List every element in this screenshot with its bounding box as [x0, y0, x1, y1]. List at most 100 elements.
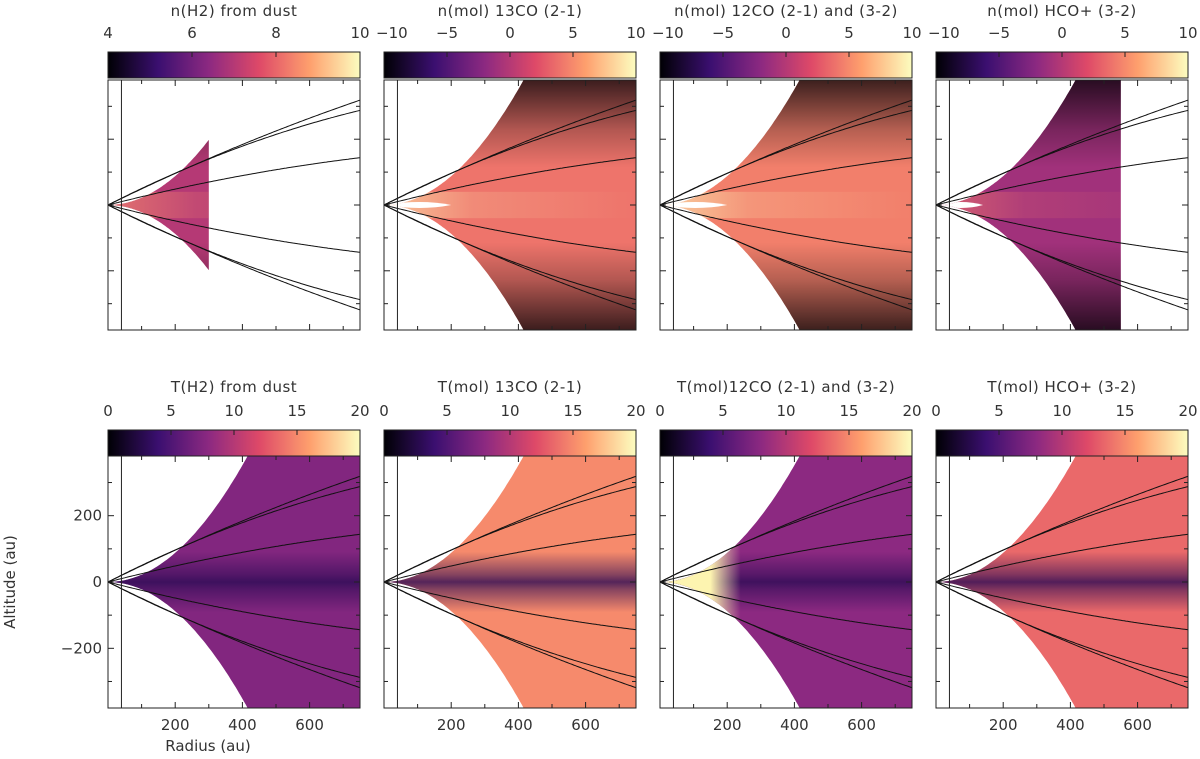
streamline — [107, 109, 361, 206]
panel: n(mol) HCO+ (3-2) −10 −5 0 5 10 — [928, 2, 1198, 331]
y-tick-label: 0 — [92, 573, 102, 591]
streamline — [383, 581, 637, 631]
panel-title: n(mol) HCO+ (3-2) — [987, 2, 1137, 20]
panel-title: n(mol) 12CO (2-1) and (3-2) — [674, 2, 898, 20]
vertical-structure — [108, 456, 360, 708]
streamline — [659, 581, 913, 631]
colorbar-tick-label: 6 — [187, 24, 197, 42]
streamline — [659, 99, 913, 206]
x-tick-label: 600 — [295, 716, 324, 734]
streamline — [659, 204, 913, 311]
x-tick-label: 600 — [847, 716, 876, 734]
depleted-hole — [660, 202, 728, 208]
streamline — [107, 204, 361, 311]
colorbar-tick-label: 0 — [655, 402, 665, 420]
streamline — [659, 533, 913, 583]
colorbar-tick-label: 5 — [718, 402, 728, 420]
streamline — [107, 581, 361, 631]
x-tick-label: 400 — [1056, 716, 1085, 734]
x-tick-label: 600 — [1123, 716, 1152, 734]
colorbar-tick-label: 15 — [839, 402, 858, 420]
panel-title: n(mol) 13CO (2-1) — [438, 2, 583, 20]
colorbar-tick-label: 0 — [781, 24, 791, 42]
colorbar-tick-label: 10 — [626, 24, 645, 42]
x-tick-label: 200 — [989, 716, 1018, 734]
disk-map — [936, 80, 1121, 330]
streamline — [107, 475, 361, 583]
colorbar-tick-label: 5 — [166, 402, 176, 420]
panel: n(H2) from dust 4 6 8 10 — [103, 2, 370, 331]
streamline — [659, 204, 913, 253]
colorbar-tick-label: 0 — [505, 24, 515, 42]
x-tick-label: 400 — [504, 716, 533, 734]
streamline — [659, 157, 913, 206]
y-axis-label: Altitude (au) — [1, 535, 19, 629]
disk-map — [660, 80, 912, 330]
colorbar-tick-label: 10 — [500, 402, 519, 420]
panel: n(mol) 13CO (2-1) −10 −5 0 5 10 — [376, 2, 646, 331]
warm-inner-region — [660, 456, 912, 708]
streamline — [383, 581, 637, 689]
colorbar-tick-label: −10 — [928, 24, 960, 42]
streamline — [935, 581, 1189, 631]
colorbar — [935, 51, 1189, 79]
disk-map — [108, 456, 360, 708]
colorbar-tick-label: 10 — [350, 24, 369, 42]
panel: n(mol) 12CO (2-1) and (3-2) −10 −5 0 5 10 — [652, 2, 922, 331]
streamline — [935, 204, 1189, 253]
colorbar-tick-label: 5 — [844, 24, 854, 42]
streamline — [383, 99, 637, 206]
colorbar-tick-label: 20 — [626, 402, 645, 420]
x-axis-label: Radius (au) — [165, 737, 250, 755]
streamline — [107, 204, 361, 301]
panel-title: T(mol) 13CO (2-1) — [437, 378, 582, 396]
colorbar-tick-label: 10 — [902, 24, 921, 42]
streamline — [107, 581, 361, 689]
colorbar-tick-label: 0 — [1057, 24, 1067, 42]
streamline — [107, 99, 361, 206]
streamline — [383, 157, 637, 206]
colorbar-tick-label: −5 — [712, 24, 734, 42]
panel-title: n(H2) from dust — [171, 2, 298, 20]
disk-map — [936, 456, 1188, 708]
colorbar-tick-label: 5 — [1120, 24, 1130, 42]
streamline — [107, 533, 361, 583]
streamline — [659, 581, 913, 689]
streamline — [935, 581, 1189, 689]
panel: T(H2) from dust 0 5 10 15 20 200 400 600 −200 0 200… — [1, 378, 370, 755]
disk-map — [108, 139, 209, 271]
colorbar-tick-label: −10 — [376, 24, 408, 42]
colorbar-tick-label: 20 — [1178, 402, 1197, 420]
disk-map — [384, 80, 636, 330]
x-tick-label: 200 — [161, 716, 190, 734]
colorbar-tick-label: −5 — [988, 24, 1010, 42]
streamline — [935, 204, 1189, 311]
vertical-structure — [384, 456, 636, 708]
streamline — [383, 204, 637, 311]
colorbar-tick-label: −10 — [652, 24, 684, 42]
streamline — [107, 157, 361, 206]
colorbar-tick-label: 5 — [442, 402, 452, 420]
colorbar-tick-label: 0 — [379, 402, 389, 420]
streamline — [383, 533, 637, 583]
colorbar-tick-label: 10 — [1178, 24, 1197, 42]
colorbar-tick-label: 20 — [902, 402, 921, 420]
colorbar-tick-label: 20 — [350, 402, 369, 420]
x-tick-label: 200 — [437, 716, 466, 734]
streamline — [935, 475, 1189, 583]
y-tick-label: −200 — [61, 639, 102, 657]
streamline — [107, 204, 361, 253]
streamline — [935, 157, 1189, 206]
colorbar-tick-label: 0 — [103, 402, 113, 420]
y-tick-label: 200 — [73, 507, 102, 525]
panel: T(mol)12CO (2-1) and (3-2) 0 5 10 15 20 200 400… — [655, 378, 921, 734]
streamline — [935, 99, 1189, 206]
x-tick-label: 400 — [780, 716, 809, 734]
disk-map — [660, 456, 912, 708]
panel-title: T(mol)12CO (2-1) and (3-2) — [676, 378, 895, 396]
colorbar-tick-label: 10 — [1052, 402, 1071, 420]
x-tick-label: 600 — [571, 716, 600, 734]
colorbar-tick-label: 8 — [271, 24, 281, 42]
colorbar-tick-label: 0 — [931, 402, 941, 420]
streamline — [659, 475, 913, 583]
